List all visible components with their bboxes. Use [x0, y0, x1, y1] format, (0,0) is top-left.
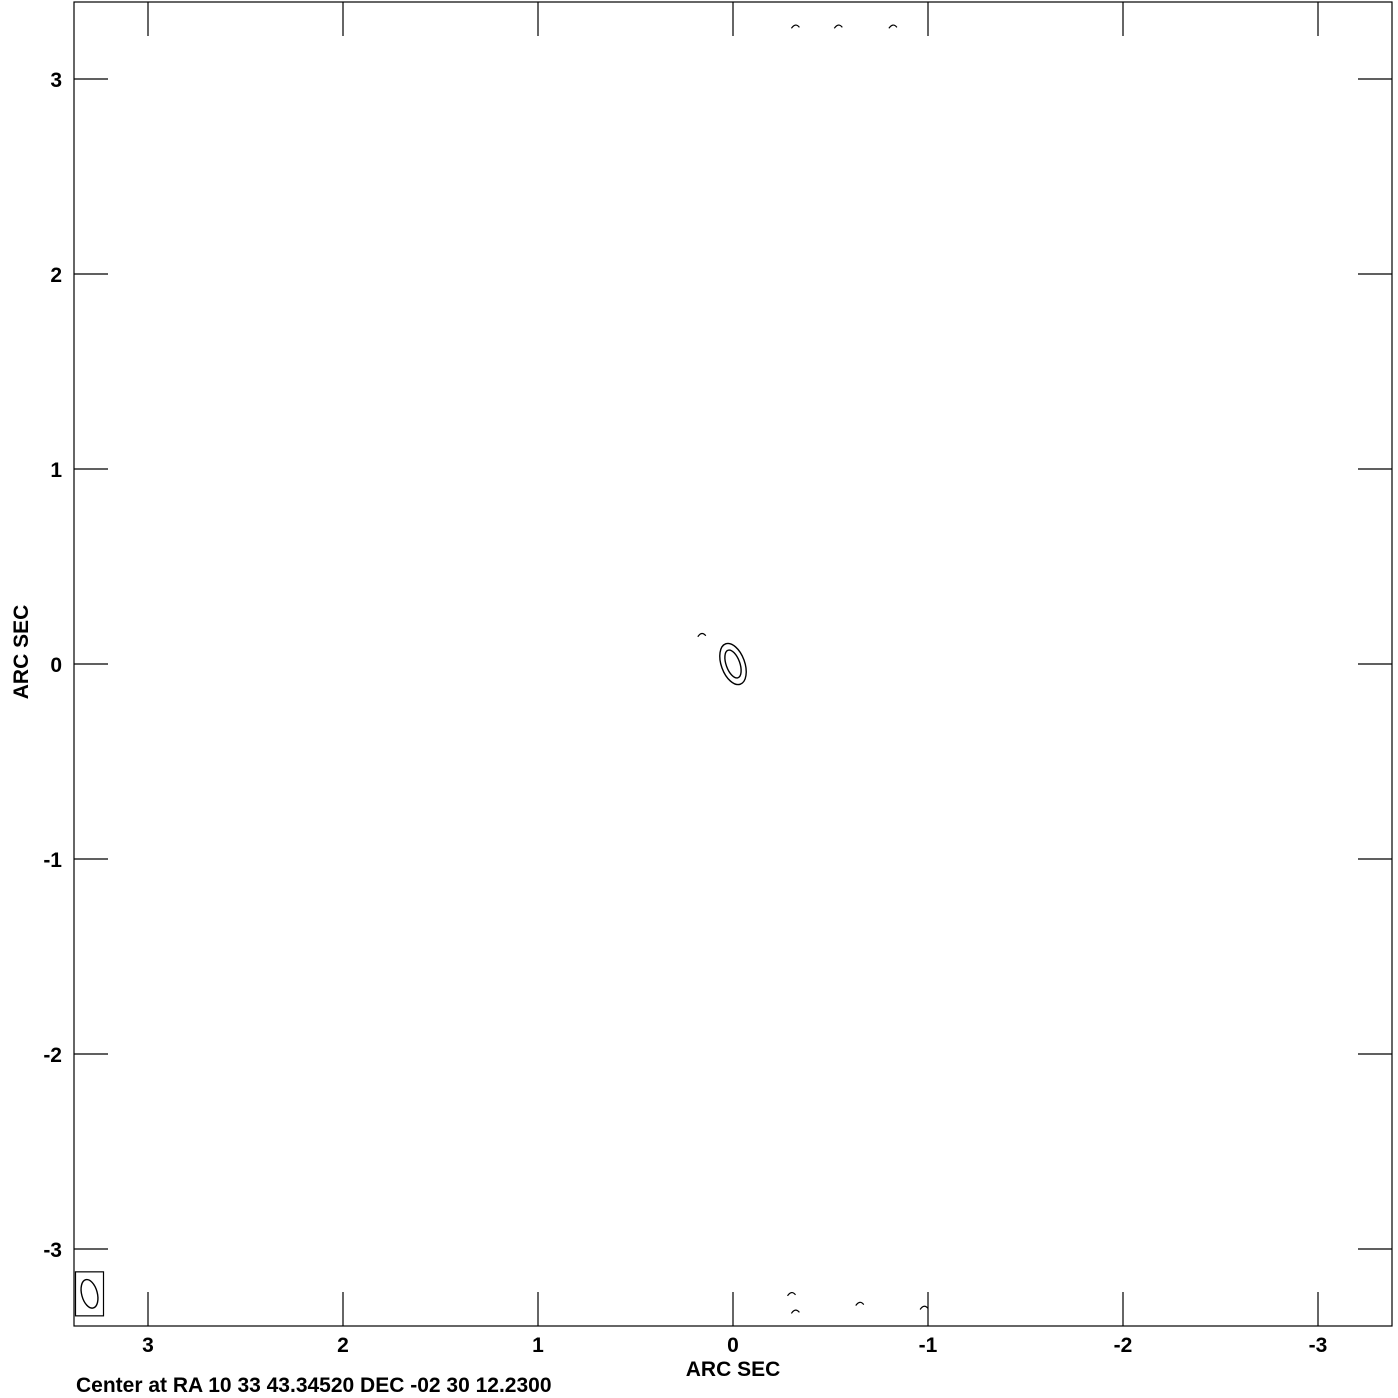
x-tick-label: 1 [532, 1334, 544, 1357]
source-contour [724, 649, 742, 679]
source-contour [719, 642, 747, 686]
tick-labels: 3 2 1 0 -1 -2 -3 3 2 1 0 -1 -2 -3 [43, 69, 1327, 1357]
noise-contour [787, 1292, 796, 1297]
x-axis-title: ARC SEC [686, 1358, 781, 1381]
map-center-note: Center at RA 10 33 43.34520 DEC -02 30 1… [76, 1374, 552, 1397]
x-tick-label: 0 [727, 1334, 739, 1357]
beam-ellipse [80, 1278, 99, 1309]
noise-contour [790, 24, 800, 29]
noise-contour [697, 632, 707, 638]
beam-box [74, 1271, 105, 1317]
y-tick-label: 3 [50, 69, 62, 92]
x-tick-label: 2 [337, 1334, 349, 1357]
noise-contour [833, 24, 843, 29]
x-tick-label: 3 [142, 1334, 154, 1357]
plot-frame [73, 1, 1393, 1327]
y-tick-label: -3 [43, 1239, 62, 1262]
y-tick-label: 2 [50, 264, 62, 287]
contours [74, 24, 929, 1317]
y-tick-label: -2 [43, 1044, 62, 1067]
y-tick-label: -1 [43, 849, 62, 872]
noise-contour [790, 1309, 800, 1314]
x-tick-label: -1 [919, 1334, 938, 1357]
y-tick-label: 0 [50, 654, 62, 677]
noise-contour [888, 24, 898, 29]
axis-ticks [74, 2, 1392, 1326]
noise-contour [919, 1305, 929, 1310]
x-tick-label: -2 [1114, 1334, 1133, 1357]
noise-contour [855, 1301, 865, 1306]
y-axis-title: ARC SEC [10, 605, 33, 700]
x-tick-label: -3 [1309, 1334, 1328, 1357]
y-tick-label: 1 [50, 459, 62, 482]
